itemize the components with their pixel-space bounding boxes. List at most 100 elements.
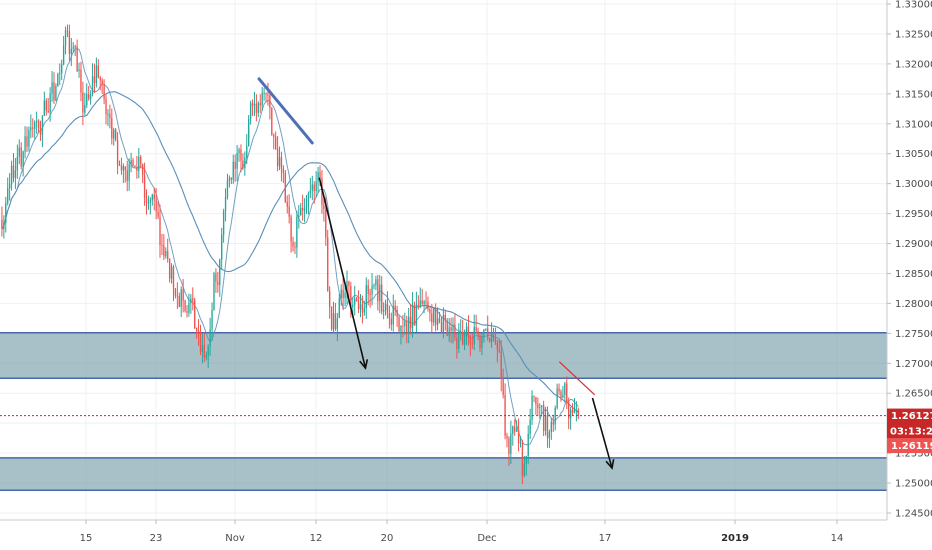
candle-body [502, 378, 504, 395]
candle-body [363, 308, 366, 313]
candle-body [230, 178, 233, 180]
candle-body [413, 304, 416, 326]
candle-body [43, 100, 46, 117]
candle-body [114, 129, 117, 140]
candle-body [479, 335, 481, 349]
price-tick-label: 1.30000 [895, 179, 932, 190]
projection-arrow-shaft [591, 397, 613, 469]
trendline-blue [257, 77, 314, 145]
candle-body [244, 157, 246, 169]
candle-body [300, 207, 302, 216]
candle-body [72, 47, 74, 49]
candle-body [506, 435, 508, 439]
candle-body [259, 103, 261, 106]
candle-body [5, 202, 7, 223]
candle-body [251, 103, 254, 106]
candle-body [402, 325, 404, 327]
candle-body [446, 320, 448, 336]
candle-body [103, 84, 105, 99]
candle-body [246, 145, 248, 158]
candle-body [461, 331, 464, 345]
candle-body [168, 258, 171, 279]
candle-body [68, 31, 71, 54]
candle-body [37, 120, 40, 128]
time-tick-label: Dec [477, 533, 496, 544]
price-axis-background[interactable] [887, 0, 932, 550]
candle-body [429, 309, 431, 314]
candle-body [240, 149, 242, 161]
candle-body [32, 127, 34, 129]
candle-body [280, 157, 283, 169]
candle-body [89, 94, 92, 99]
candle-body [255, 103, 258, 113]
candle-body [101, 80, 103, 85]
candle-body [126, 170, 128, 181]
candle-body [211, 309, 213, 330]
candle-body [546, 415, 549, 438]
candle-body [433, 308, 435, 323]
candle-body [548, 432, 551, 438]
candle-body [469, 337, 472, 344]
candle-body [170, 266, 173, 279]
candle-body [392, 305, 394, 325]
candle-body [197, 330, 200, 334]
candle-body [14, 170, 17, 178]
last-price-value: 1.26127 [891, 411, 932, 422]
candle-body [352, 304, 354, 308]
candle-body [30, 127, 32, 131]
candle-body [151, 194, 153, 201]
candle-body [228, 178, 231, 181]
candle-body [138, 156, 140, 171]
candle-body [323, 204, 325, 210]
candle-body [188, 302, 190, 313]
candle-body [498, 349, 500, 352]
price-zone [0, 332, 887, 379]
candle-body [53, 82, 55, 101]
candle-body [313, 184, 315, 192]
candle-body [510, 433, 512, 454]
price-tick-label: 1.31500 [895, 89, 932, 100]
candle-body [290, 216, 292, 242]
candle-body [406, 321, 408, 332]
candle-body [575, 410, 578, 411]
candle-body [80, 69, 82, 93]
candle-body [305, 206, 308, 209]
candle-body [541, 405, 543, 407]
projection-arrow-head [605, 459, 615, 470]
candle-body [271, 107, 273, 135]
bid-price-badge: 1.26119 [887, 438, 932, 454]
candle-body [431, 313, 433, 323]
candle-body [34, 122, 36, 129]
bid-price-value: 1.26119 [891, 441, 932, 452]
candle-body [215, 273, 217, 282]
candle-body [70, 48, 73, 54]
candle-body [367, 285, 369, 294]
candle-body [113, 129, 115, 139]
candle-body [438, 318, 441, 323]
candle-body [465, 326, 468, 335]
candle-body [45, 100, 47, 111]
time-tick-label: 17 [599, 533, 612, 544]
candle-body [562, 394, 564, 398]
price-tick-label: 1.32000 [895, 59, 932, 70]
candle-body [411, 304, 414, 328]
candle-body [415, 304, 418, 326]
candle-body [328, 290, 331, 307]
price-axis[interactable]: 1.33000 1.32500 1.32000 1.31500 1.31000 1.305… [887, 0, 932, 520]
candle-body [176, 295, 179, 297]
candle-body [539, 406, 541, 408]
price-tick-label: 1.28500 [895, 269, 932, 280]
candle-body [163, 245, 165, 257]
candle-body [174, 288, 177, 296]
candle-body [514, 426, 516, 432]
candle-body [319, 172, 321, 179]
time-axis-background[interactable] [0, 520, 887, 550]
candle-body [550, 421, 553, 433]
price-tick-label: 1.24500 [895, 509, 932, 520]
candle-body [140, 156, 142, 165]
candle-body [203, 345, 206, 358]
candle-body [128, 164, 130, 181]
candle-body [315, 181, 317, 192]
time-axis[interactable]: 15 23 Nov 12 20 Dec 17 2019 14 [80, 520, 844, 544]
